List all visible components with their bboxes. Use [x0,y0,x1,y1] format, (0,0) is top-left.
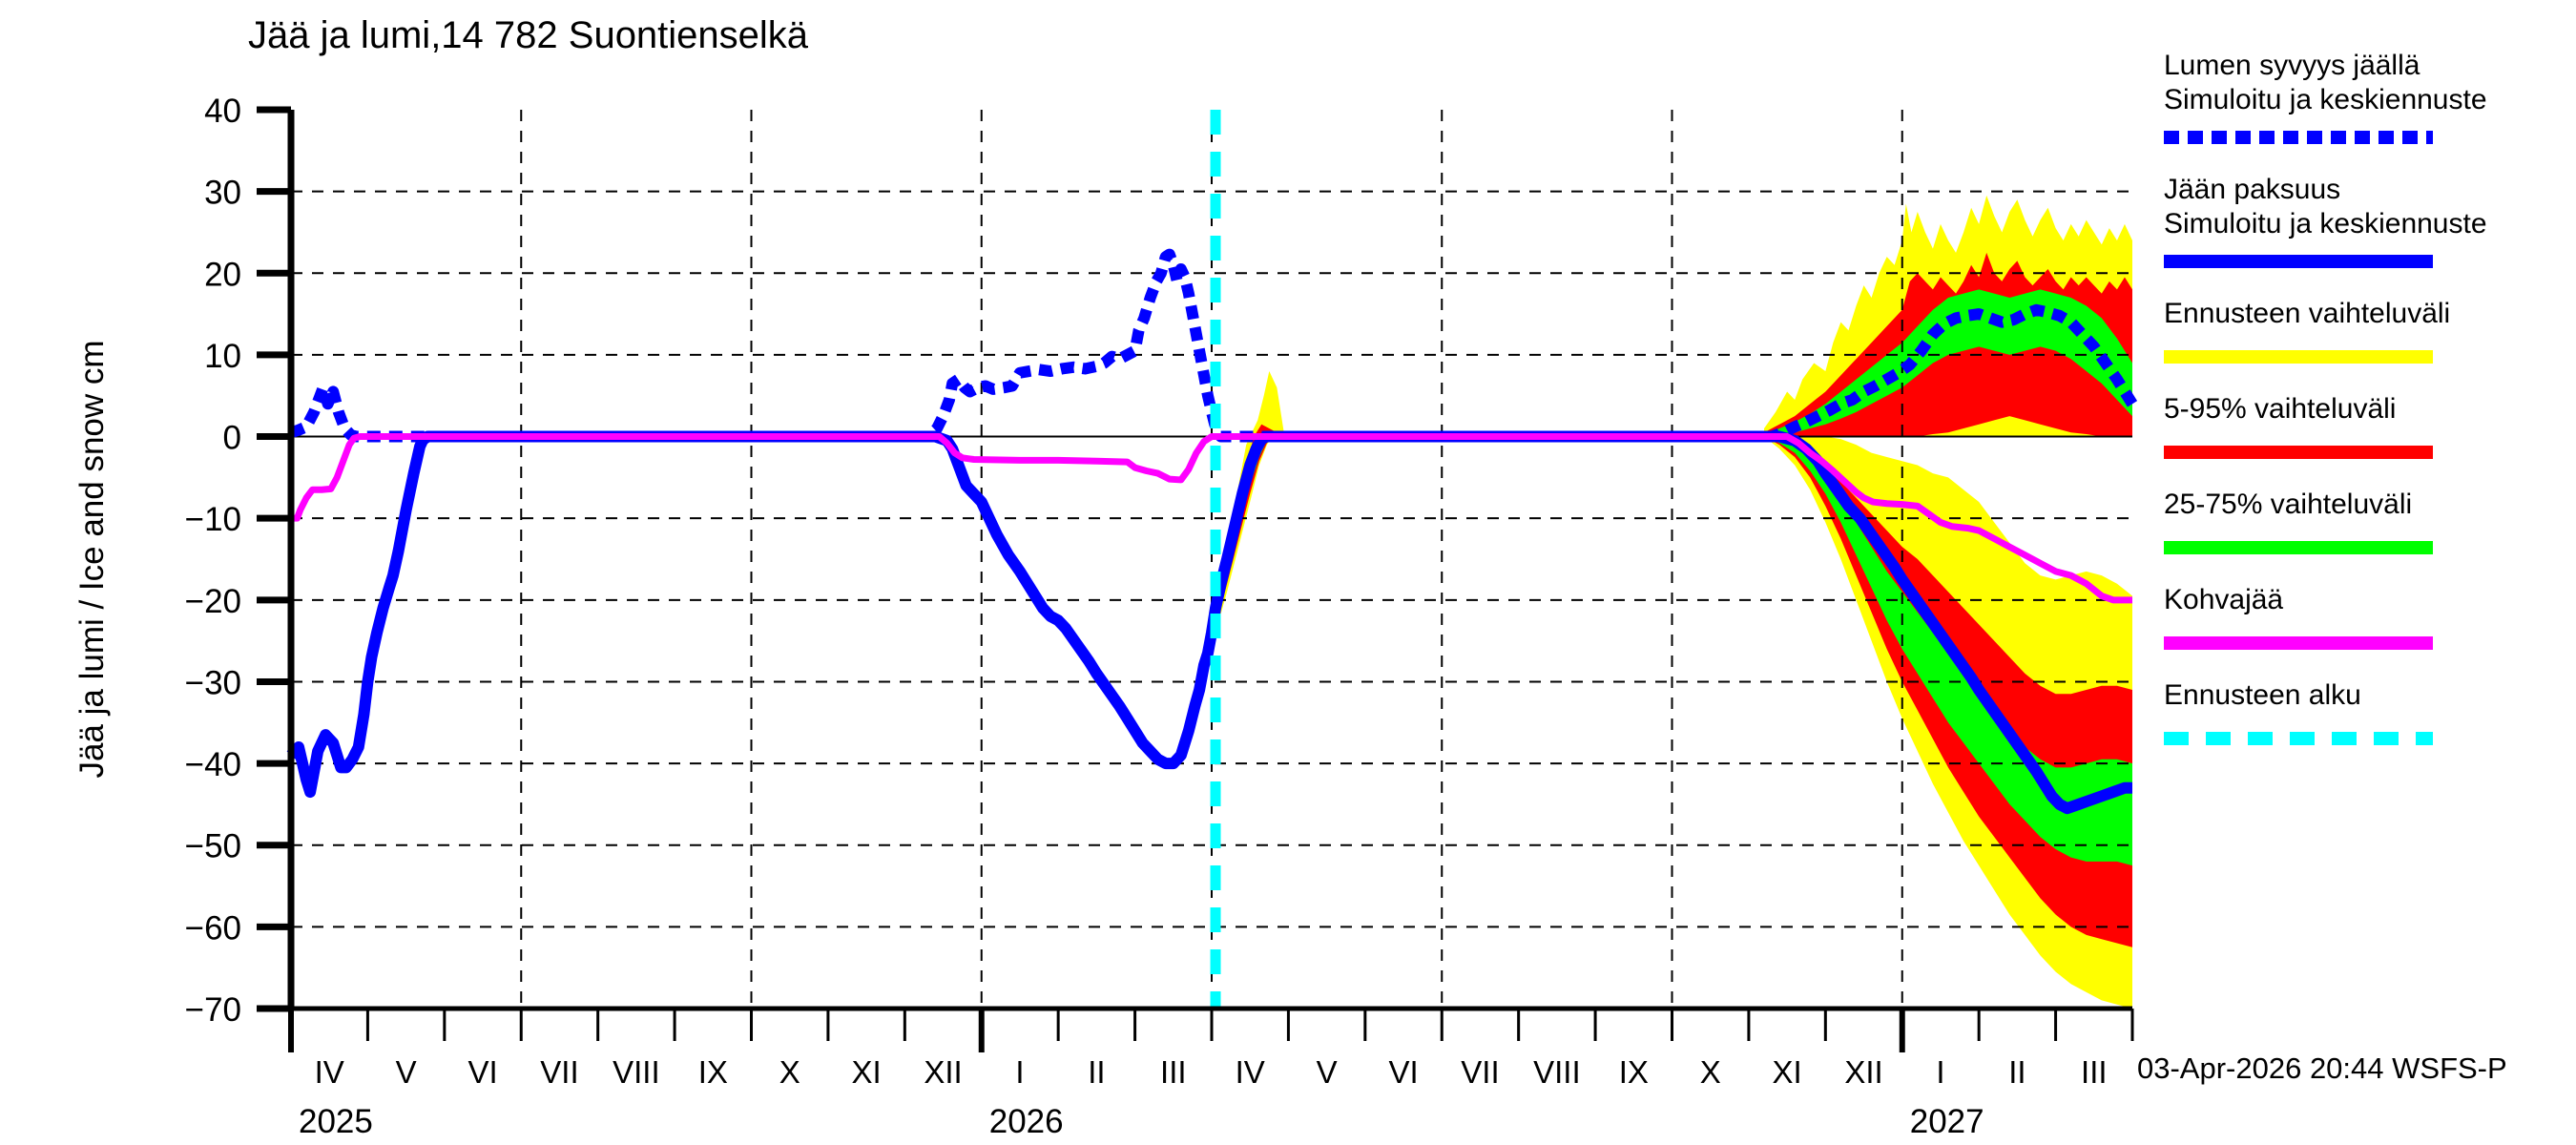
y-tick-label-20: 20 [204,256,241,293]
x-month-label-4: VIII [613,1054,660,1090]
legend-title-slush-ice: Kohvajää [2164,584,2283,615]
x-year-label-2027: 2027 [1910,1103,1984,1140]
y-axis-title: Jää ja lumi / Ice and snow cm [73,340,111,778]
x-month-label-21: I [1936,1054,1944,1090]
x-tick-labels: IV V VI VII VIII IX X XI XII I II III IV V VI VII VIII IX… [299,1054,2108,1140]
x-month-label-20: XII [1844,1054,1882,1090]
x-month-label-22: II [2008,1054,2025,1090]
x-month-label-0: IV [315,1054,344,1090]
legend-title-ice-thickness: Jään paksuus [2164,174,2340,205]
y-axis-title-text: Jää ja lumi / Ice and snow cm [73,340,111,778]
legend-title-snow-depth: Lumen syvyys jäällä [2164,50,2420,81]
x-month-label-19: XI [1773,1054,1802,1090]
legend-title-range-25-75: 25-75% vaihteluväli [2164,489,2412,520]
x-month-label-15: VII [1461,1054,1499,1090]
legend-subtitle-snow-depth: Simuloitu ja keskiennuste [2164,84,2487,115]
legend-title-forecast-start: Ennusteen alku [2164,679,2361,711]
y-tick-label--40: −40 [185,746,241,783]
band-ice-range-25-75 [1764,436,2132,866]
x-month-label-2: VI [467,1054,497,1090]
x-month-label-8: XII [924,1054,962,1090]
x-month-label-5: IX [698,1054,728,1090]
x-month-label-7: XI [852,1054,882,1090]
y-tick-label--50: −50 [185,828,241,865]
legend-title-range-5-95: 5-95% vaihteluväli [2164,393,2396,425]
x-month-label-18: X [1700,1054,1721,1090]
y-tick-label-40: 40 [204,93,241,130]
x-year-label-2026: 2026 [989,1103,1064,1140]
y-tick-label-0: 0 [223,420,241,457]
data-series-layer [286,248,2138,815]
y-tick-label--70: −70 [185,991,241,1029]
legend-title-forecast-range: Ennusteen vaihteluväli [2164,298,2450,329]
x-month-label-9: I [1015,1054,1024,1090]
y-tick-label--20: −20 [185,583,241,620]
x-month-label-11: III [1160,1054,1187,1090]
x-month-label-13: V [1317,1054,1338,1090]
x-month-label-14: VI [1388,1054,1418,1090]
y-tick-label-30: 30 [204,175,241,212]
x-year-label-2025: 2025 [299,1103,373,1140]
footer-timestamp: 03-Apr-2026 20:44 WSFS-P [2137,1051,2507,1085]
x-month-label-1: V [396,1054,417,1090]
x-month-label-23: III [2081,1054,2108,1090]
x-month-label-6: X [779,1054,800,1090]
y-tick-label-10: 10 [204,338,241,375]
y-tick-label--10: −10 [185,501,241,538]
y-tick-label--60: −60 [185,909,241,947]
x-month-label-17: IX [1619,1054,1649,1090]
page-title: Jää ja lumi,14 782 Suontienselkä [248,14,809,56]
x-month-label-10: II [1088,1054,1105,1090]
y-tick-label--30: −30 [185,664,241,701]
series-slush-ice [291,433,2132,604]
x-month-label-16: VIII [1533,1054,1581,1090]
y-tick-labels: 40 30 20 10 0 −10 −20 −30 −40 −50 −60 −70 [185,93,241,1029]
series-ice-thickness [286,430,2132,815]
x-month-label-3: VII [540,1054,578,1090]
axis-layer [257,106,2134,1052]
legend-subtitle-ice-thickness: Simuloitu ja keskiennuste [2164,208,2487,239]
x-month-label-12: IV [1236,1054,1265,1090]
forecast-bands-layer [1215,195,2132,1010]
